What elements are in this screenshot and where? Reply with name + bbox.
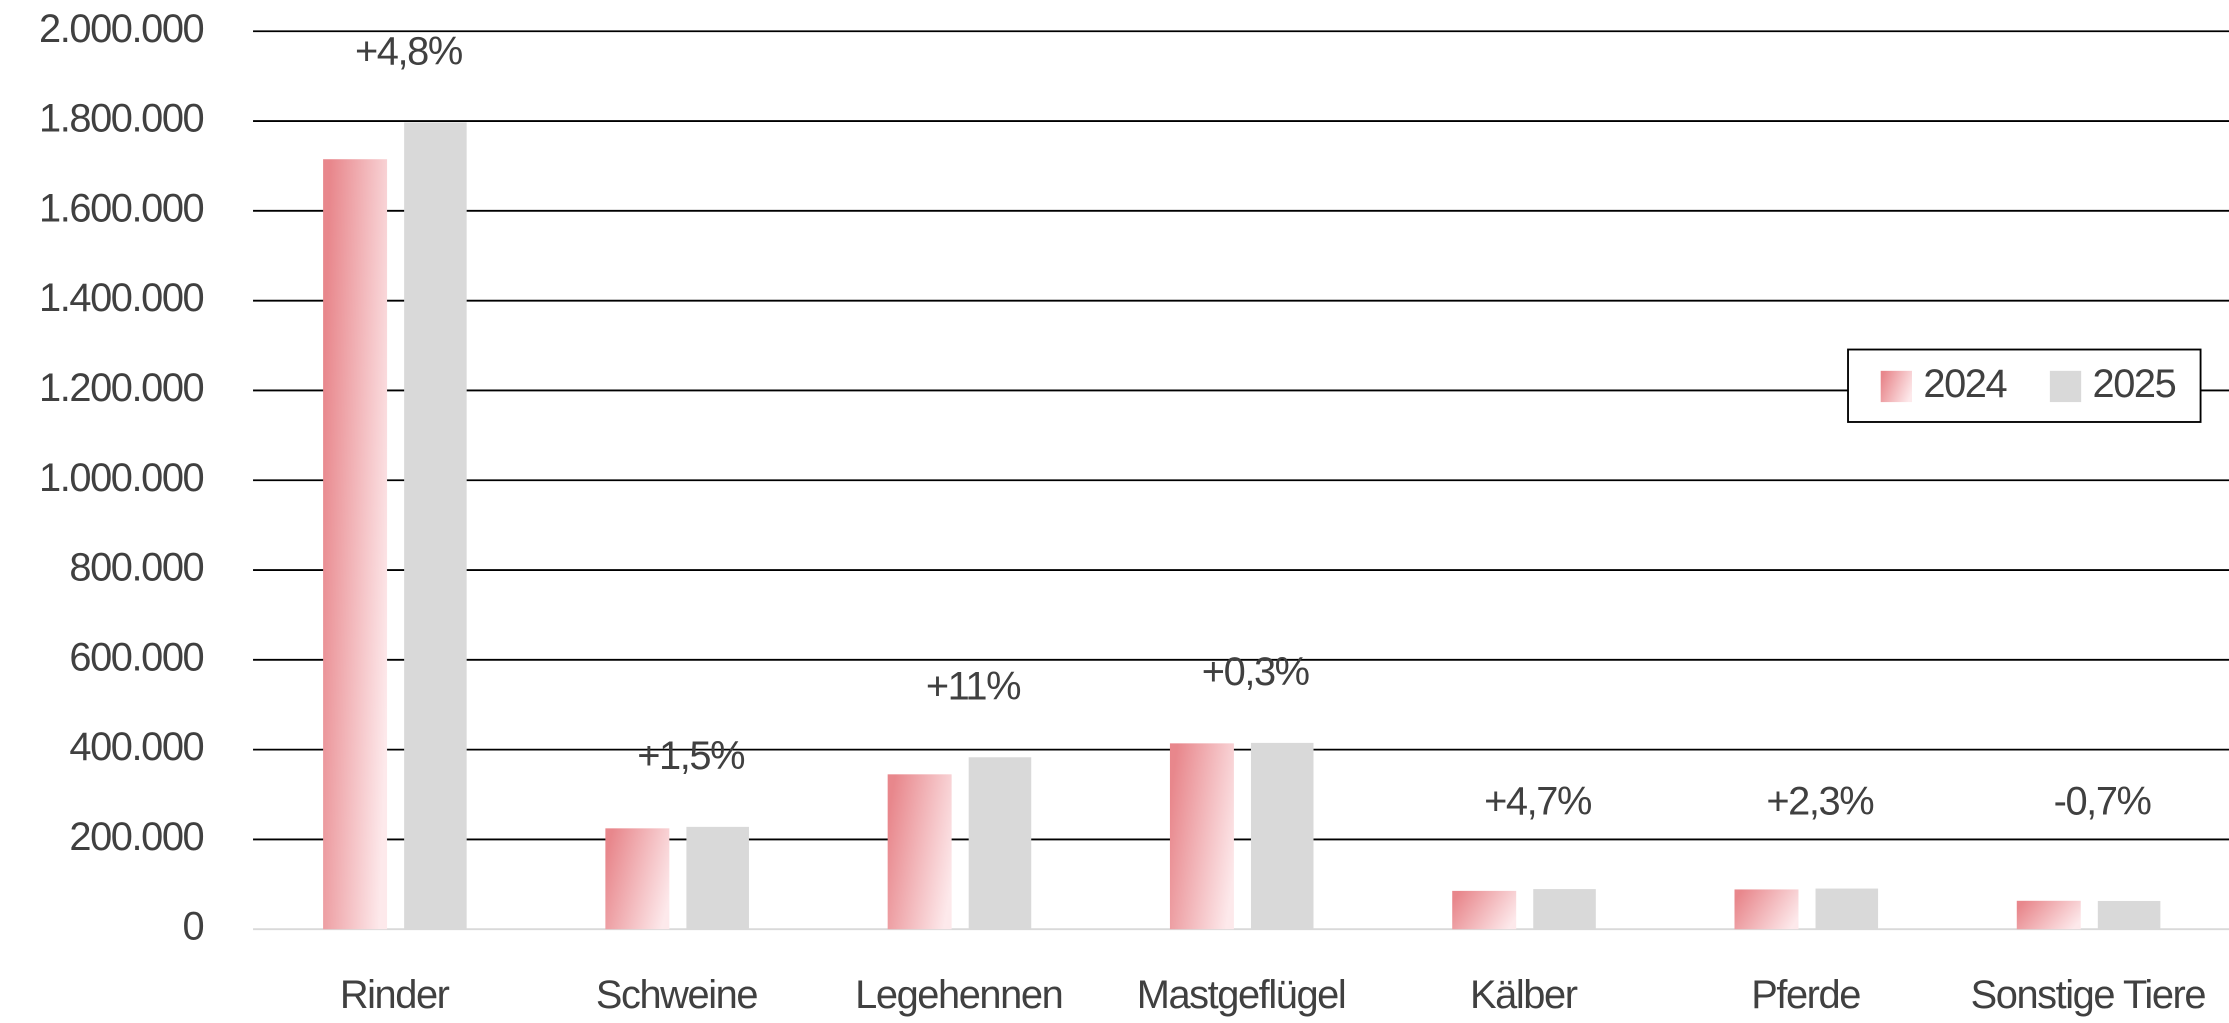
x-tick-label: Legehennen xyxy=(855,973,1062,1017)
legend-swatch xyxy=(1880,370,1912,403)
y-tick-label: 600.000 xyxy=(69,635,203,679)
y-tick-label: 1.200.000 xyxy=(39,366,204,410)
bar xyxy=(887,774,952,930)
y-tick-label: 1.800.000 xyxy=(39,97,204,141)
y-tick-label: 200.000 xyxy=(69,815,203,859)
x-tick-label: Sonstige Tiere xyxy=(1971,973,2206,1017)
annotation: +2,3% xyxy=(1766,780,1873,824)
x-tick-label: Rinder xyxy=(340,973,450,1017)
bar xyxy=(1734,889,1799,930)
x-tick-label: Pferde xyxy=(1751,973,1860,1017)
annotation: -0,7% xyxy=(2054,780,2151,824)
bar xyxy=(323,159,388,930)
y-tick-label: 1.400.000 xyxy=(39,276,204,320)
annotation: +0,3% xyxy=(1202,650,1309,694)
x-tick-label: Mastgeflügel xyxy=(1137,973,1346,1017)
annotation: +1,5% xyxy=(637,734,744,778)
y-tick-label: 800.000 xyxy=(69,546,203,590)
bar xyxy=(1533,889,1596,930)
bar xyxy=(1169,743,1234,930)
bar xyxy=(968,757,1032,930)
legend-label: 2024 xyxy=(1923,362,2006,406)
y-tick-label: 2.000.000 xyxy=(39,7,204,51)
y-tick-label: 0 xyxy=(183,905,204,949)
bar xyxy=(404,122,467,930)
y-tick-label: 1.600.000 xyxy=(39,186,204,230)
y-tick-label: 400.000 xyxy=(69,725,203,769)
x-tick-label: Schweine xyxy=(596,973,757,1017)
x-tick-label: Kälber xyxy=(1470,973,1578,1017)
legend-label: 2025 xyxy=(2093,362,2176,406)
bar xyxy=(1250,742,1314,930)
y-tick-label: 1.000.000 xyxy=(39,456,204,500)
bar xyxy=(2016,900,2081,930)
legend-swatch xyxy=(2049,370,2082,403)
annotation: +4,7% xyxy=(1484,780,1591,824)
bar xyxy=(1815,888,1879,930)
bar xyxy=(686,826,749,930)
bar xyxy=(2097,900,2161,930)
bar xyxy=(1452,890,1517,930)
bar xyxy=(605,828,670,930)
annotation: +4,8% xyxy=(355,30,462,74)
annotation: +11% xyxy=(926,665,1020,709)
